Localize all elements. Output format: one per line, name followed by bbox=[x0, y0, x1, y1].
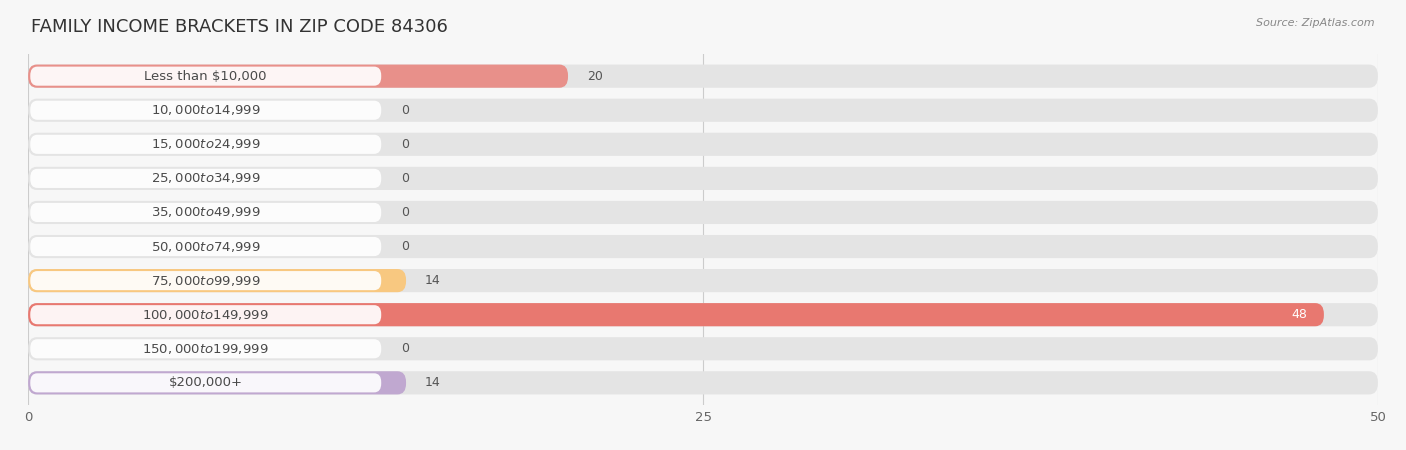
Text: $15,000 to $24,999: $15,000 to $24,999 bbox=[150, 137, 260, 151]
Text: 0: 0 bbox=[401, 206, 409, 219]
FancyBboxPatch shape bbox=[28, 269, 1378, 292]
FancyBboxPatch shape bbox=[28, 133, 1378, 156]
Text: $100,000 to $149,999: $100,000 to $149,999 bbox=[142, 308, 269, 322]
Text: $50,000 to $74,999: $50,000 to $74,999 bbox=[150, 239, 260, 253]
Text: Source: ZipAtlas.com: Source: ZipAtlas.com bbox=[1257, 18, 1375, 28]
FancyBboxPatch shape bbox=[31, 339, 381, 358]
FancyBboxPatch shape bbox=[28, 99, 1378, 122]
Text: 0: 0 bbox=[401, 138, 409, 151]
FancyBboxPatch shape bbox=[28, 64, 1378, 88]
FancyBboxPatch shape bbox=[31, 135, 381, 154]
Text: $200,000+: $200,000+ bbox=[169, 376, 243, 389]
FancyBboxPatch shape bbox=[28, 303, 1378, 326]
FancyBboxPatch shape bbox=[28, 269, 406, 292]
FancyBboxPatch shape bbox=[28, 201, 1378, 224]
Text: Less than $10,000: Less than $10,000 bbox=[145, 70, 267, 83]
Text: 14: 14 bbox=[425, 274, 440, 287]
FancyBboxPatch shape bbox=[31, 67, 381, 86]
Text: $150,000 to $199,999: $150,000 to $199,999 bbox=[142, 342, 269, 356]
Text: $75,000 to $99,999: $75,000 to $99,999 bbox=[150, 274, 260, 288]
Text: 0: 0 bbox=[401, 240, 409, 253]
Text: 0: 0 bbox=[401, 172, 409, 185]
FancyBboxPatch shape bbox=[28, 303, 1324, 326]
Text: $25,000 to $34,999: $25,000 to $34,999 bbox=[150, 171, 260, 185]
FancyBboxPatch shape bbox=[31, 305, 381, 324]
Text: 0: 0 bbox=[401, 342, 409, 355]
FancyBboxPatch shape bbox=[28, 371, 406, 395]
Text: 0: 0 bbox=[401, 104, 409, 117]
Text: $35,000 to $49,999: $35,000 to $49,999 bbox=[150, 206, 260, 220]
FancyBboxPatch shape bbox=[28, 64, 568, 88]
Text: 20: 20 bbox=[586, 70, 603, 83]
FancyBboxPatch shape bbox=[31, 101, 381, 120]
FancyBboxPatch shape bbox=[28, 235, 1378, 258]
FancyBboxPatch shape bbox=[31, 374, 381, 392]
Text: FAMILY INCOME BRACKETS IN ZIP CODE 84306: FAMILY INCOME BRACKETS IN ZIP CODE 84306 bbox=[31, 18, 447, 36]
Text: 14: 14 bbox=[425, 376, 440, 389]
FancyBboxPatch shape bbox=[31, 169, 381, 188]
FancyBboxPatch shape bbox=[28, 371, 1378, 395]
FancyBboxPatch shape bbox=[31, 237, 381, 256]
FancyBboxPatch shape bbox=[28, 167, 1378, 190]
Text: 48: 48 bbox=[1292, 308, 1308, 321]
FancyBboxPatch shape bbox=[31, 203, 381, 222]
FancyBboxPatch shape bbox=[31, 271, 381, 290]
FancyBboxPatch shape bbox=[28, 337, 1378, 360]
Text: $10,000 to $14,999: $10,000 to $14,999 bbox=[150, 103, 260, 117]
